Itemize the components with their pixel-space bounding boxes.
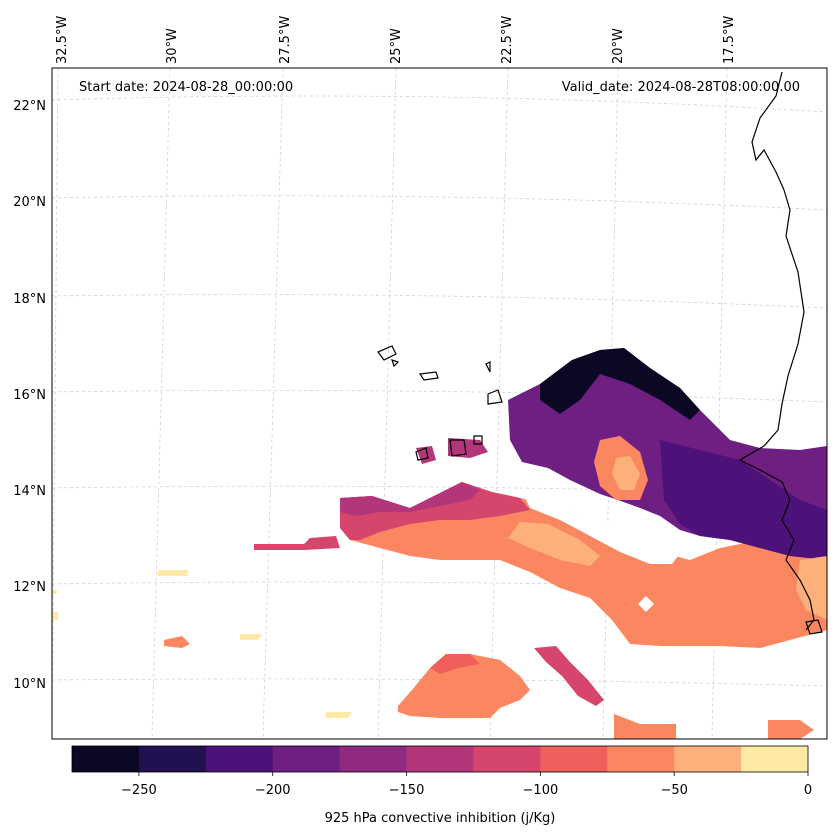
capeverde-island-5: [487, 389, 503, 405]
cin-band-red: [340, 482, 530, 540]
africa-coast: [738, 71, 815, 631]
lon-label: 27.5°W: [278, 16, 293, 64]
cin-core-light: [508, 522, 600, 566]
cin-band-orange: [340, 482, 827, 648]
colorbar-swatch: [540, 746, 608, 772]
cin-south-right-2: [768, 720, 814, 739]
colorbar-ticks: [138, 772, 809, 776]
colorbar-swatches: [72, 746, 809, 772]
valid-date-label: Valid_date: 2024-08-28T08:00:00.00: [562, 80, 800, 95]
cin-southeast-orange: [796, 556, 827, 620]
cin-patch-orange-small: [164, 636, 190, 648]
cin-contour-fills: [52, 348, 827, 739]
latitude-labels: 22°N 20°N 18°N 16°N 14°N 12°N 10°N: [13, 99, 46, 692]
capeverde-island-2: [391, 359, 400, 368]
colorbar-tick-label: 0: [804, 783, 812, 798]
colorbar-tick-label: −50: [660, 783, 687, 798]
colorbar-frame: [71, 745, 809, 773]
colorbar-tick-label: −200: [255, 783, 291, 798]
lon-label: 32.5°W: [55, 16, 70, 64]
lat-label: 12°N: [13, 580, 46, 595]
longitude-labels: 32.5°W 30°W 27.5°W 25°W 22.5°W 20°W 17.5…: [55, 16, 737, 64]
bijagos-islands: [805, 619, 823, 635]
cin-patch-yellow-3: [326, 712, 352, 718]
coastlines: [377, 71, 823, 635]
colorbar-swatch: [138, 746, 207, 772]
colorbar-title: 925 hPa convective inhibition (j/Kg): [325, 811, 556, 826]
colorbar-swatch: [72, 746, 140, 772]
cin-south-blob: [398, 654, 530, 718]
lon-label: 17.5°W: [722, 16, 737, 64]
capeverde-island-1: [377, 345, 397, 361]
graticule: [51, 67, 828, 740]
lon-label: 30°W: [165, 28, 180, 64]
colorbar: −250 −200 −150 −100 −50 0 925 hPa convec…: [71, 745, 812, 826]
cin-gap-small: [638, 596, 654, 612]
capeverde-island-4: [485, 361, 491, 373]
map-panel: [51, 67, 828, 740]
colorbar-tick-label: −250: [121, 783, 157, 798]
lat-label: 22°N: [13, 99, 46, 114]
colorbar-tick-label: −100: [523, 783, 559, 798]
lat-label: 14°N: [13, 484, 46, 499]
lon-label: 25°W: [389, 28, 404, 64]
colorbar-tick-label: −150: [389, 783, 425, 798]
colorbar-swatch: [741, 746, 809, 772]
cin-south-right-1: [614, 714, 676, 739]
cin-south-strip: [534, 646, 604, 706]
cin-strip-red: [254, 536, 340, 550]
cin-patch-yellow-2: [240, 634, 262, 640]
cin-lobe-darkest: [540, 348, 700, 420]
cin-south-blob-edge: [430, 654, 480, 674]
lat-label: 16°N: [13, 388, 46, 403]
cin-patch-yellow-edge: [52, 588, 58, 596]
capeverde-island-3: [418, 371, 439, 381]
lon-label: 22.5°W: [500, 16, 515, 64]
cin-capeverde-patch2: [448, 438, 488, 458]
cin-lobe-purple: [660, 440, 827, 560]
lat-label: 20°N: [13, 195, 46, 210]
colorbar-swatch: [205, 746, 274, 772]
cin-gap: [524, 496, 684, 564]
colorbar-swatch: [674, 746, 742, 772]
colorbar-swatch: [339, 746, 407, 772]
lon-label: 20°W: [611, 28, 626, 64]
lat-label: 10°N: [13, 677, 46, 692]
capeverde-island-7: [449, 439, 467, 457]
start-date-label: Start date: 2024-08-28_00:00:00: [79, 80, 293, 95]
cin-lobe-core: [612, 456, 640, 490]
cin-band-magenta: [340, 482, 480, 516]
colorbar-swatch: [272, 746, 340, 772]
cin-patch-yellow-edge2: [52, 612, 58, 620]
colorbar-swatch: [406, 746, 474, 772]
capeverde-island-6: [415, 447, 429, 461]
lat-label: 18°N: [13, 292, 46, 307]
capeverde-island-8: [473, 435, 483, 445]
cin-patch-yellow-1: [158, 570, 188, 576]
colorbar-swatch: [473, 746, 541, 772]
colorbar-swatch: [607, 746, 675, 772]
